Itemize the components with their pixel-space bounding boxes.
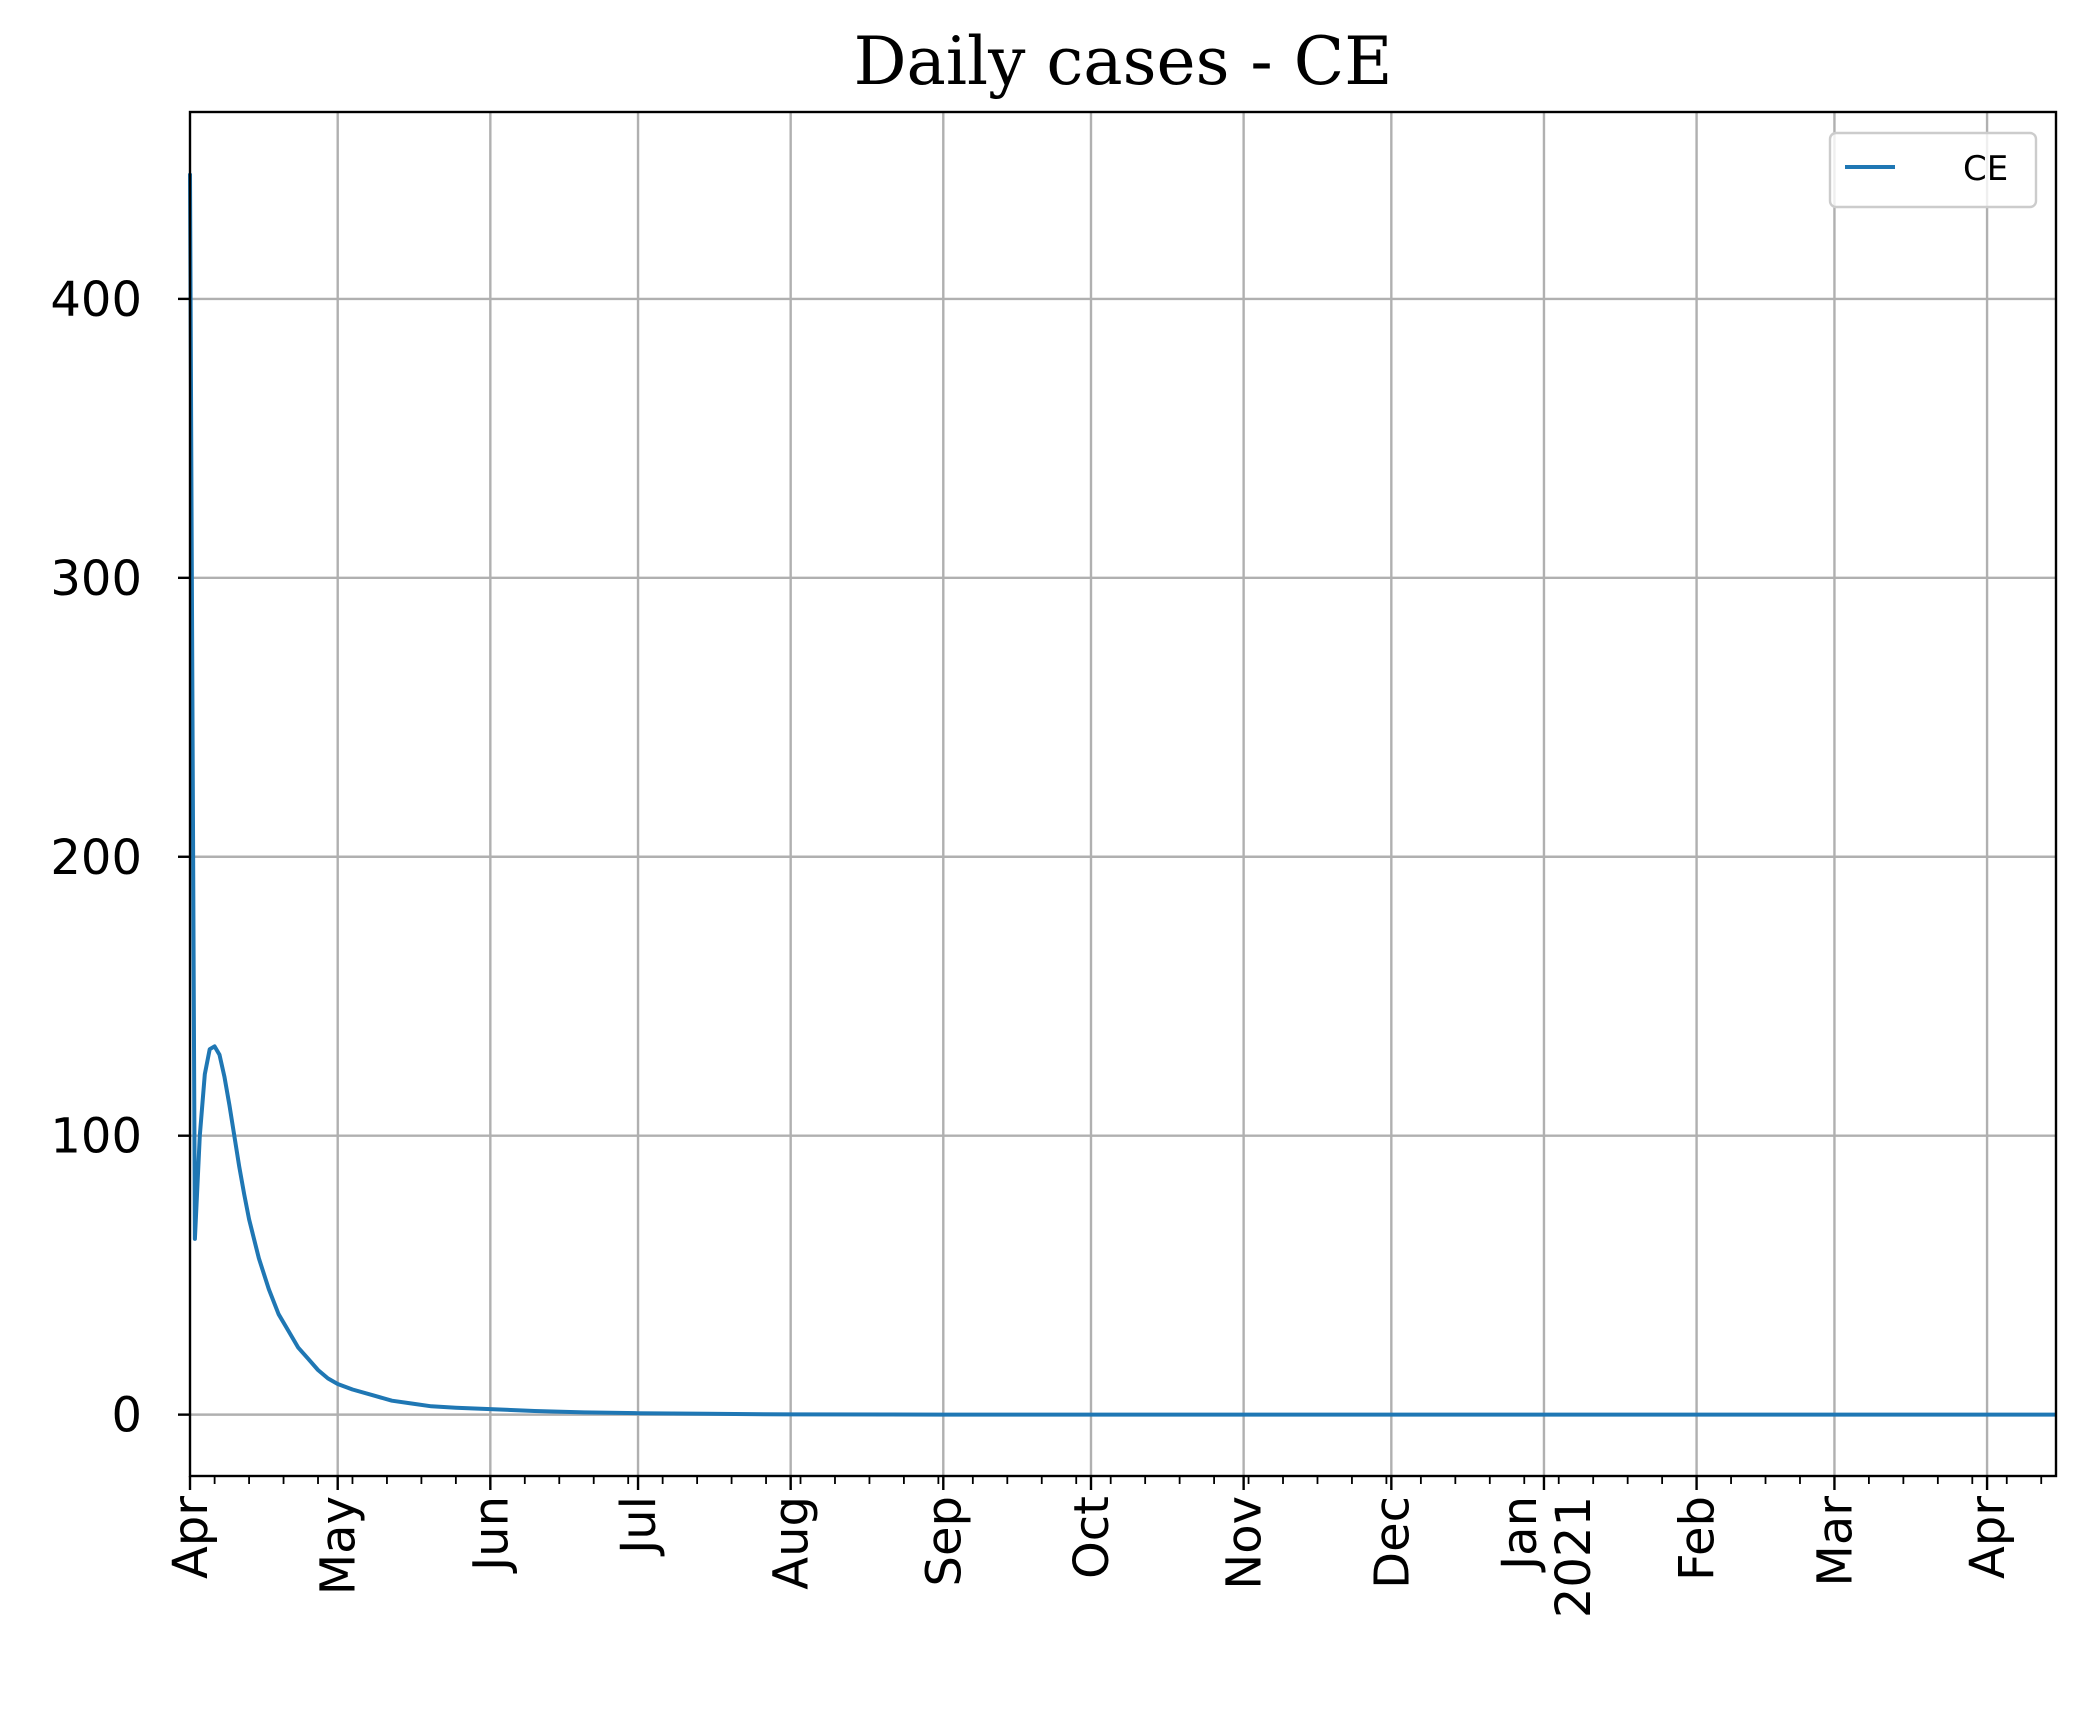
axis-ticks: 0 100 200 300 400 Apr May Jun Jul Aug Sep Oct Nov Dec… <box>50 272 2043 1618</box>
grid <box>190 112 2056 1476</box>
x-tick-label: Mar <box>1807 1496 1863 1587</box>
x-tick-sublabel: 2021 <box>1546 1496 1602 1618</box>
x-tick-label-group: Apr <box>163 1496 219 1579</box>
x-tick-label: Apr <box>1960 1496 2016 1579</box>
y-tick-label: 300 <box>50 551 142 607</box>
x-tick-label-group: Apr <box>1960 1496 2016 1579</box>
x-tick-label-group: Jun <box>463 1496 519 1574</box>
y-tick-label: 0 <box>111 1388 142 1444</box>
x-tick-label-group: Nov <box>1217 1496 1273 1590</box>
y-tick-label: 100 <box>50 1109 142 1165</box>
x-tick-label-group: Mar <box>1807 1496 1863 1587</box>
legend-label: CE <box>1963 149 2008 189</box>
plot-area <box>188 173 2056 1417</box>
x-tick-label: Jul <box>611 1496 667 1557</box>
x-tick-label: Jun <box>463 1496 519 1574</box>
x-tick-label: Apr <box>163 1496 219 1579</box>
x-tick-label: Sep <box>916 1496 972 1586</box>
series-line-CE <box>188 173 2056 1417</box>
x-tick-label-group: Oct <box>1064 1496 1120 1579</box>
x-tick-label: Oct <box>1064 1496 1120 1579</box>
x-tick-label-group: Aug <box>764 1496 820 1590</box>
x-tick-label: Dec <box>1364 1496 1420 1589</box>
x-tick-label: Feb <box>1670 1496 1726 1581</box>
chart-title: Daily cases - CE <box>854 23 1393 100</box>
y-tick-label: 200 <box>50 830 142 886</box>
legend: CE <box>1828 131 2038 209</box>
x-tick-label-group: Dec <box>1364 1496 1420 1589</box>
y-tick-label: 400 <box>50 272 142 328</box>
x-tick-label: Aug <box>764 1496 820 1590</box>
x-tick-label-group: Feb <box>1670 1496 1726 1581</box>
x-tick-label-group: May <box>311 1496 367 1595</box>
x-tick-label-group: Jul <box>611 1496 667 1557</box>
x-tick-label: May <box>311 1496 367 1595</box>
x-tick-label-group: Sep <box>916 1496 972 1586</box>
axes-frame <box>188 110 2058 1478</box>
legend-box <box>1828 131 2038 209</box>
x-tick-label: Nov <box>1217 1496 1273 1590</box>
x-tick-label: Jan <box>1492 1496 1548 1573</box>
